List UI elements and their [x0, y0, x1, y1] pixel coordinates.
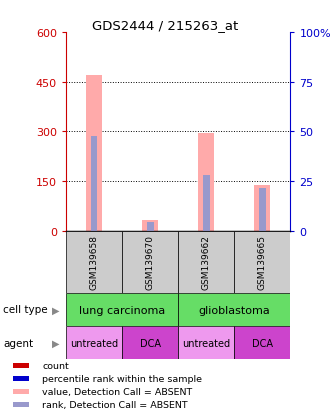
Text: untreated: untreated: [70, 338, 118, 348]
Bar: [178, 326, 234, 359]
Bar: [122, 231, 178, 293]
Text: value, Detection Call = ABSENT: value, Detection Call = ABSENT: [42, 387, 192, 396]
Text: agent: agent: [3, 338, 33, 348]
Bar: [234, 231, 290, 293]
Text: DCA: DCA: [140, 338, 161, 348]
Text: count: count: [42, 361, 69, 370]
Bar: [13, 376, 29, 381]
Bar: [147, 222, 153, 231]
Text: rank, Detection Call = ABSENT: rank, Detection Call = ABSENT: [42, 400, 188, 409]
Text: GSM139662: GSM139662: [202, 235, 211, 290]
Bar: [86, 76, 102, 231]
Text: ▶: ▶: [52, 305, 60, 315]
Text: GSM139665: GSM139665: [258, 235, 267, 290]
Bar: [234, 326, 290, 359]
Bar: [13, 389, 29, 394]
Bar: [66, 326, 122, 359]
Bar: [91, 137, 97, 231]
Bar: [13, 363, 29, 368]
Bar: [178, 293, 290, 326]
Text: GDS2444 / 215263_at: GDS2444 / 215263_at: [92, 19, 238, 31]
Bar: [122, 326, 178, 359]
Text: percentile rank within the sample: percentile rank within the sample: [42, 374, 202, 383]
Bar: [66, 231, 122, 293]
Text: cell type: cell type: [3, 305, 48, 315]
Text: ▶: ▶: [52, 338, 60, 348]
Bar: [142, 221, 158, 231]
Text: lung carcinoma: lung carcinoma: [79, 305, 165, 315]
Bar: [178, 231, 234, 293]
Bar: [198, 134, 214, 231]
Text: untreated: untreated: [182, 338, 230, 348]
Bar: [259, 188, 266, 231]
Bar: [66, 293, 178, 326]
Text: glioblastoma: glioblastoma: [198, 305, 270, 315]
Bar: [203, 175, 210, 231]
Bar: [254, 186, 270, 231]
Text: GSM139670: GSM139670: [146, 235, 155, 290]
Text: GSM139658: GSM139658: [89, 235, 99, 290]
Text: DCA: DCA: [252, 338, 273, 348]
Bar: [13, 402, 29, 407]
